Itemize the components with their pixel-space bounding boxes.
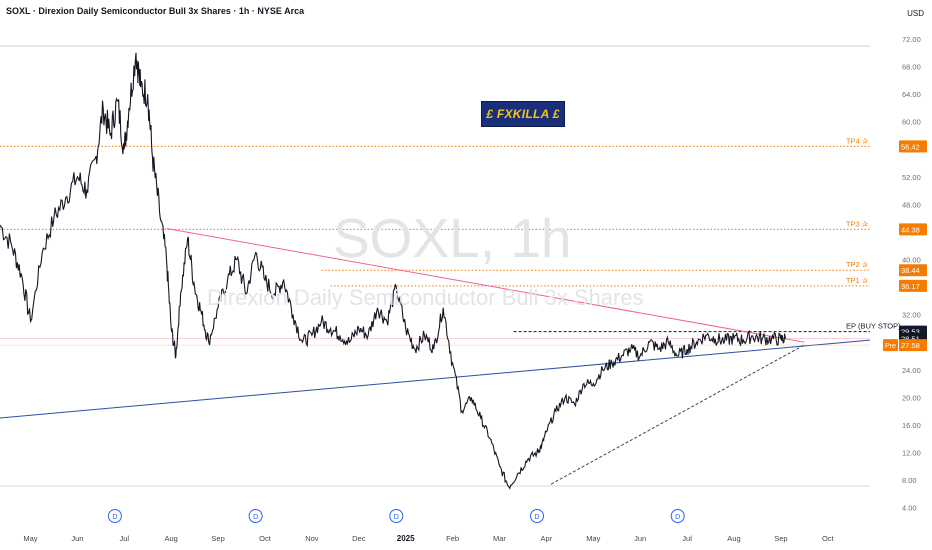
level-tag-2-text: 38.44 bbox=[901, 266, 920, 275]
dividend-marker-1: D bbox=[248, 509, 263, 523]
level-tag-1-bg bbox=[899, 223, 927, 236]
trendline-2 bbox=[550, 344, 805, 485]
x-tick-8: 2025 bbox=[397, 534, 415, 543]
dividend-circle-4 bbox=[670, 509, 685, 523]
level-tag-2: 38.44 bbox=[899, 264, 927, 277]
dividend-label-0: D bbox=[112, 514, 117, 521]
dividend-label-2: D bbox=[394, 514, 399, 521]
x-tick-4: Sep bbox=[211, 534, 224, 543]
x-tick-9: Feb bbox=[446, 534, 459, 543]
price-line bbox=[0, 52, 787, 490]
x-tick-2: Jul bbox=[119, 534, 129, 543]
y-tick-17: 72.00 bbox=[902, 35, 921, 44]
dividend-marker-3: D bbox=[530, 509, 545, 523]
x-tick-5: Oct bbox=[259, 534, 272, 543]
premarket-tag: 27.58 Pre bbox=[883, 339, 927, 352]
level-label-3: TP1 ✰ bbox=[846, 276, 869, 285]
level-tag-1-text: 44.38 bbox=[901, 225, 920, 234]
level-tag-3-bg bbox=[899, 279, 927, 292]
level-label-0: TP4 ✰ bbox=[846, 136, 869, 145]
x-tick-13: Jun bbox=[634, 534, 646, 543]
dividend-label-3: D bbox=[534, 514, 539, 521]
x-tick-10: Mar bbox=[493, 534, 506, 543]
x-tick-14: Jul bbox=[682, 534, 692, 543]
dividend-circle-1 bbox=[248, 509, 263, 523]
x-tick-7: Dec bbox=[352, 534, 366, 543]
dividend-circle-0 bbox=[107, 509, 122, 523]
x-tick-15: Aug bbox=[727, 534, 740, 543]
level-tag-0: 56.42 bbox=[899, 140, 927, 153]
level-tag-0-text: 56.42 bbox=[901, 142, 920, 151]
chart-title: SOXL · Direxion Daily Semiconductor Bull… bbox=[6, 6, 305, 16]
target-levels: TP4 ✰ TP3 ✰ TP2 ✰ TP1 ✰ EP (BUY STOP) bbox=[0, 136, 901, 333]
y-tick-7: 32.00 bbox=[902, 311, 921, 320]
dividend-circle-3 bbox=[530, 509, 545, 523]
premarket-tag-bg bbox=[899, 339, 927, 352]
y-tick-0: 4.00 bbox=[902, 504, 917, 513]
watermark-name: Direxion Daily Semiconductor Bull 3x Sha… bbox=[207, 285, 644, 310]
fxkilla-logo: £ FXKILLA £ bbox=[481, 101, 565, 127]
level-label-4: EP (BUY STOP) bbox=[846, 322, 901, 331]
x-tick-12: May bbox=[586, 534, 600, 543]
y-tick-3: 16.00 bbox=[902, 421, 921, 430]
chart-top-border bbox=[0, 45, 870, 487]
x-tick-6: Nov bbox=[305, 534, 319, 543]
level-label-1: TP3 ✰ bbox=[846, 219, 869, 228]
price-series bbox=[0, 52, 787, 490]
dividend-label-4: D bbox=[675, 514, 680, 521]
level-tag-4-text: 29.53 bbox=[901, 328, 920, 337]
y-tick-11: 48.00 bbox=[902, 200, 921, 209]
y-tick-14: 60.00 bbox=[902, 118, 921, 127]
y-tick-9: 40.00 bbox=[902, 256, 921, 265]
premarket-tag-prefix-bg bbox=[883, 339, 898, 352]
trendline-0 bbox=[166, 227, 805, 343]
x-tick-11: Apr bbox=[541, 534, 553, 543]
x-tick-0: May bbox=[23, 534, 37, 543]
y-tick-16: 68.00 bbox=[902, 63, 921, 72]
y-tick-12: 52.00 bbox=[902, 173, 921, 182]
level-tag-1: 44.38 bbox=[899, 223, 927, 236]
premarket-tag-text: 27.58 bbox=[901, 341, 920, 350]
level-tag-0-bg bbox=[899, 140, 927, 153]
x-tick-17: Oct bbox=[822, 534, 835, 543]
y-tick-5: 24.00 bbox=[902, 366, 921, 375]
y-tick-2: 12.00 bbox=[902, 448, 921, 457]
watermark-symbol: SOXL, 1h bbox=[333, 207, 572, 269]
x-tick-3: Aug bbox=[165, 534, 178, 543]
dividend-label-1: D bbox=[253, 514, 258, 521]
x-tick-16: Sep bbox=[774, 534, 787, 543]
y-tick-1: 8.00 bbox=[902, 476, 917, 485]
y-tick-4: 20.00 bbox=[902, 393, 921, 402]
premarket-tag-prefix: Pre bbox=[885, 343, 896, 350]
currency-label[interactable]: USD bbox=[907, 9, 924, 18]
dividend-circle-2 bbox=[389, 509, 404, 523]
y-tick-15: 64.00 bbox=[902, 90, 921, 99]
dividend-marker-0: D bbox=[107, 509, 122, 523]
dividend-marker-4: D bbox=[670, 509, 685, 523]
level-tag-3-text: 36.17 bbox=[901, 282, 920, 291]
level-label-2: TP2 ✰ bbox=[846, 260, 869, 269]
dividend-marker-2: D bbox=[389, 509, 404, 523]
level-tag-3: 36.17 bbox=[899, 279, 927, 292]
level-tag-2-bg bbox=[899, 264, 927, 277]
trendline-1 bbox=[0, 339, 871, 419]
trendlines bbox=[0, 227, 871, 485]
x-tick-1: Jun bbox=[71, 534, 83, 543]
